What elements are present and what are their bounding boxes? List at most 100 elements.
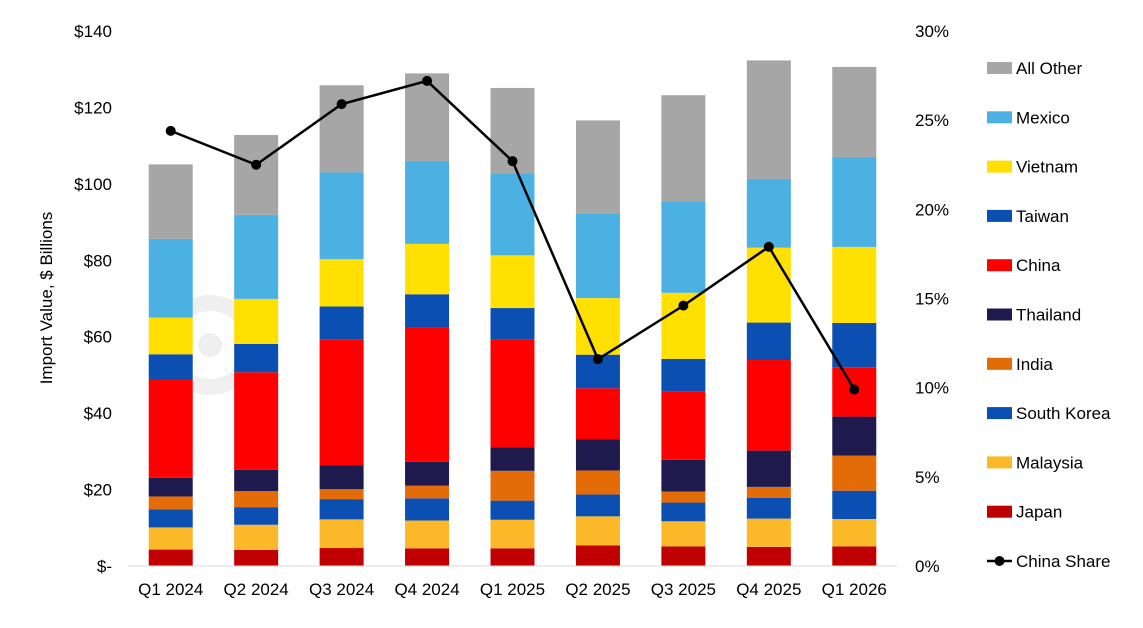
bar-segment [405, 243, 450, 295]
y-axis-title: Import Value, $ Billions [37, 212, 56, 385]
x-tick-label: Q3 2025 [651, 580, 716, 599]
bar-segment [490, 173, 535, 256]
legend-label: China Share [1016, 552, 1111, 571]
bar-segment [234, 298, 279, 344]
bar-segment [575, 213, 620, 299]
bar-segment [832, 455, 877, 491]
y-tick-label: $60 [84, 328, 112, 347]
x-tick-label: Q2 2025 [565, 580, 630, 599]
legend-label: India [1016, 355, 1053, 374]
x-tick-label: Q4 2024 [394, 580, 459, 599]
bar-segment [490, 255, 535, 309]
bar-segment [405, 485, 450, 499]
bar-segment [661, 95, 706, 202]
china-share-point [849, 384, 860, 395]
bar-segment [661, 521, 706, 547]
bar-segment [746, 497, 791, 519]
y2-tick-label: 20% [915, 200, 949, 219]
bar-segment [746, 546, 791, 566]
china-share-line [165, 75, 860, 395]
bar-segment [746, 360, 791, 451]
legend-label: South Korea [1016, 404, 1111, 423]
bar-segment [319, 465, 364, 490]
bars [148, 60, 877, 566]
y-tick-label: $140 [74, 22, 112, 41]
bar-segment [405, 520, 450, 549]
bar-segment [832, 416, 877, 456]
legend-swatch [987, 505, 1012, 518]
legend-swatch [987, 456, 1012, 469]
bar-segment [148, 549, 193, 566]
bar-segment [490, 519, 535, 549]
bar-segment [746, 247, 791, 323]
bar-segment [661, 358, 706, 392]
bar-segment [234, 549, 279, 566]
y2-tick-label: 30% [915, 22, 949, 41]
bar-segment [832, 546, 877, 566]
legend-swatch [987, 209, 1012, 222]
bar-segment [575, 545, 620, 566]
x-tick-label: Q1 2025 [480, 580, 545, 599]
bar-segment [319, 259, 364, 307]
china-share-point [165, 125, 176, 136]
bar-segment [746, 518, 791, 547]
bar-segment [832, 66, 877, 158]
bar-segment [405, 294, 450, 328]
bar-segment [661, 459, 706, 492]
china-share-point [678, 300, 689, 311]
bar-segment [234, 372, 279, 470]
bar-segment [405, 498, 450, 521]
bar-segment [661, 491, 706, 503]
bar-segment [234, 469, 279, 492]
bar-segment [746, 486, 791, 498]
bar-segment [148, 164, 193, 239]
bar-segment [319, 548, 364, 566]
bar-segment [575, 120, 620, 214]
bar-segment [148, 509, 193, 528]
x-axis-ticks: Q1 2024 Q2 2024 Q3 2024 Q4 2024 Q1 2025 Q2 20… [138, 580, 887, 599]
bar-segment [319, 172, 364, 260]
bar-segment [575, 470, 620, 495]
bar-segment [490, 548, 535, 566]
bar-segment [490, 308, 535, 340]
bar-segment [746, 60, 791, 179]
bar-segment [661, 391, 706, 460]
bar-segment [319, 339, 364, 466]
x-tick-label: Q1 2026 [822, 580, 887, 599]
bar-segment [234, 524, 279, 550]
legend-swatch [987, 111, 1012, 124]
bar-segment [832, 246, 877, 323]
legend-label: All Other [1016, 59, 1082, 78]
bar-segment [405, 160, 450, 244]
y-tick-label: $80 [84, 251, 112, 270]
legend-label: Taiwan [1016, 207, 1069, 226]
bar-segment [746, 450, 791, 487]
bar-segment [148, 527, 193, 550]
bar-segment [148, 477, 193, 497]
y-tick-label: $100 [74, 175, 112, 194]
x-tick-label: Q3 2024 [309, 580, 374, 599]
bar-segment [405, 327, 450, 462]
legend-swatch [987, 160, 1012, 173]
left-axis-ticks: $- $20 $40 $60 $80 $100 $120 $140 [74, 22, 112, 576]
y2-tick-label: 15% [915, 290, 949, 309]
right-axis-ticks: 0% 5% 10% 15% 20% 25% 30% [915, 22, 949, 576]
china-share-point [592, 354, 603, 365]
legend-label: Mexico [1016, 108, 1070, 127]
bar-segment [319, 519, 364, 549]
bar-segment [319, 489, 364, 500]
y-tick-label: $20 [84, 481, 112, 500]
china-share-point [763, 241, 774, 252]
china-share-point [251, 159, 262, 170]
y-tick-label: $120 [74, 98, 112, 117]
bar-segment [746, 322, 791, 361]
bar-segment [490, 500, 535, 520]
legend-swatch [987, 259, 1012, 272]
legend-label: China [1016, 256, 1061, 275]
legend: All Other Mexico Vietnam Taiwan China Thailan… [987, 59, 1111, 571]
x-tick-label: Q2 2024 [224, 580, 289, 599]
legend-label: Thailand [1016, 306, 1081, 325]
y2-tick-label: 5% [915, 468, 940, 487]
bar-segment [490, 447, 535, 471]
bar-segment [405, 548, 450, 566]
